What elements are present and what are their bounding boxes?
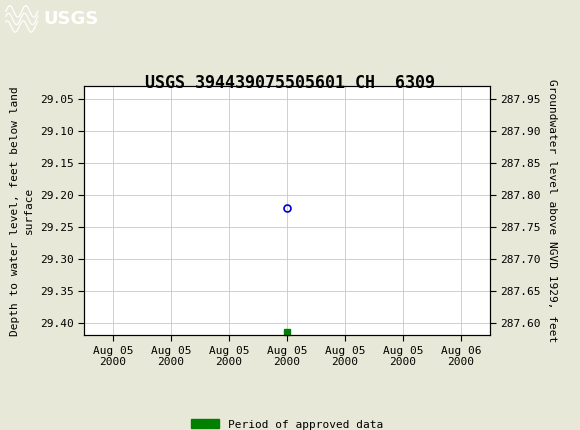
Y-axis label: Depth to water level, feet below land
surface: Depth to water level, feet below land su… <box>10 86 34 335</box>
Text: USGS: USGS <box>44 10 99 28</box>
Text: USGS 394439075505601 CH  6309: USGS 394439075505601 CH 6309 <box>145 74 435 92</box>
Y-axis label: Groundwater level above NGVD 1929, feet: Groundwater level above NGVD 1929, feet <box>546 79 557 342</box>
Legend: Period of approved data: Period of approved data <box>191 419 383 430</box>
